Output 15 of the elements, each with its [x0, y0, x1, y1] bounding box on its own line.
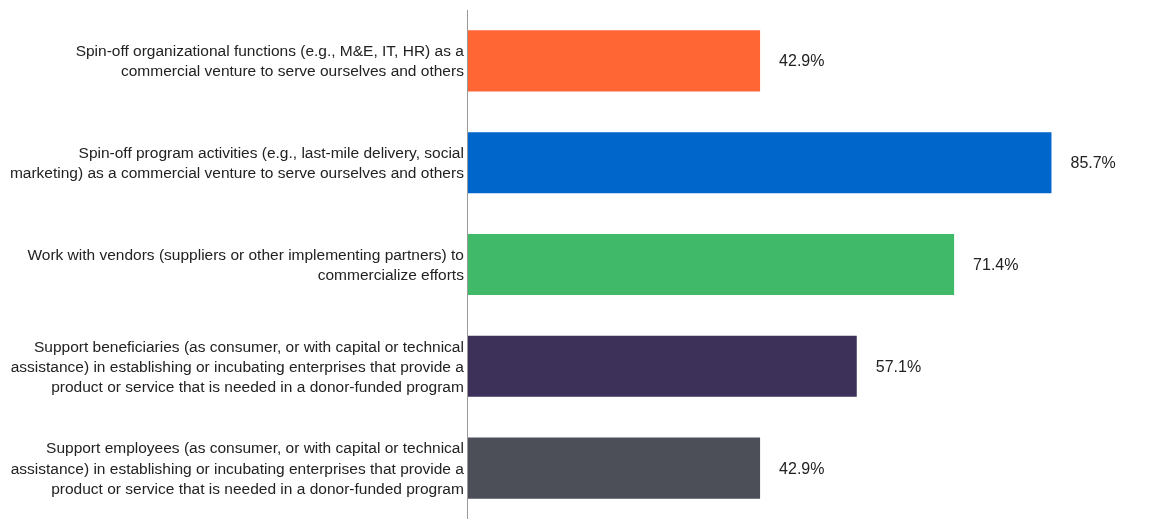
bar: [468, 437, 761, 499]
y-tick-label: Support beneficiaries (as consumer, or with capital or technical assistance) in establishing or incubating enterprises that provide a product or service that is needed in a donor-funded program: [10, 337, 465, 395]
bar: [468, 233, 955, 296]
y-tick-label: Work with vendors (suppliers or other implementing partners) to commercialize efforts: [27, 245, 465, 283]
data-label: 42.9%: [763, 459, 825, 477]
data-label: 42.9%: [763, 52, 825, 70]
bar: [468, 335, 857, 397]
data-label: 57.1%: [859, 357, 922, 375]
bar: [468, 132, 1052, 194]
y-tick-label: Spin-off program activities (e.g., last-mile delivery, social marketing) as a commercial venture to serve ourselves and others: [9, 144, 465, 182]
y-tick-label: Support employees (as consumer, or with capital or technical assistance) in establishing or incubating enterprises that provide a product or service that is needed in a donor-funded program: [10, 439, 465, 497]
data-label: 71.4%: [957, 256, 1019, 273]
y-tick-label: Spin-off organizational functions (e.g., M&E, IT, HR) as a commercial venture to serve ourselves and others: [75, 42, 465, 80]
data-label: 85.7%: [1054, 154, 1116, 172]
bar: [468, 30, 761, 92]
